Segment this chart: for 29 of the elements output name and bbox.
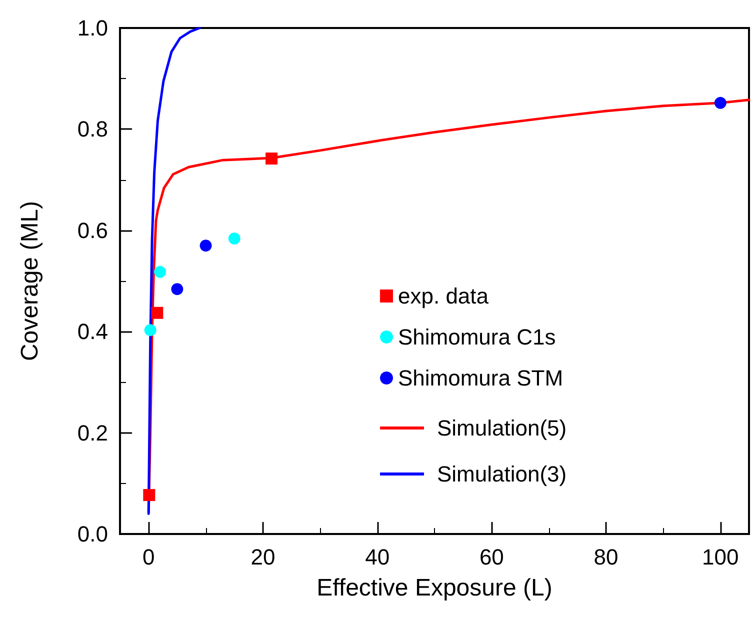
- point: [144, 324, 156, 336]
- point: [200, 240, 212, 252]
- y-tick-label: 0.8: [77, 116, 108, 142]
- point: [151, 306, 164, 319]
- x-tick-label: 80: [594, 544, 618, 570]
- legend-label: Simulation(3): [437, 462, 567, 486]
- y-tick-label: 0.0: [77, 522, 108, 546]
- x-tick-label: 0: [142, 544, 155, 570]
- y-tick-label: 0.6: [77, 218, 108, 243]
- y-axis-title: Coverage (ML): [16, 200, 44, 362]
- point: [171, 283, 184, 296]
- legend-label: Shimomura STM: [398, 366, 564, 390]
- x-tick-label: 40: [365, 544, 390, 570]
- legend-label: Simulation(5): [437, 416, 567, 440]
- y-tick-label: 0.4: [77, 319, 108, 344]
- x-axis-title: Effective Exposure (L): [316, 574, 552, 602]
- x-tick-label: 100: [702, 544, 739, 570]
- x-tick-label: 20: [250, 544, 276, 570]
- line-series: [147, 26, 201, 516]
- x-tick-label: 60: [479, 544, 504, 570]
- point: [714, 96, 726, 109]
- y-tick-label: 1.0: [77, 16, 108, 40]
- point: [143, 489, 156, 502]
- legend-label: exp. data: [398, 284, 490, 308]
- point: [228, 232, 240, 244]
- y-tick-label: 0.2: [77, 420, 108, 446]
- point: [266, 152, 278, 165]
- point: [154, 266, 166, 278]
- legend-label: Shimomura C1s: [398, 324, 556, 350]
